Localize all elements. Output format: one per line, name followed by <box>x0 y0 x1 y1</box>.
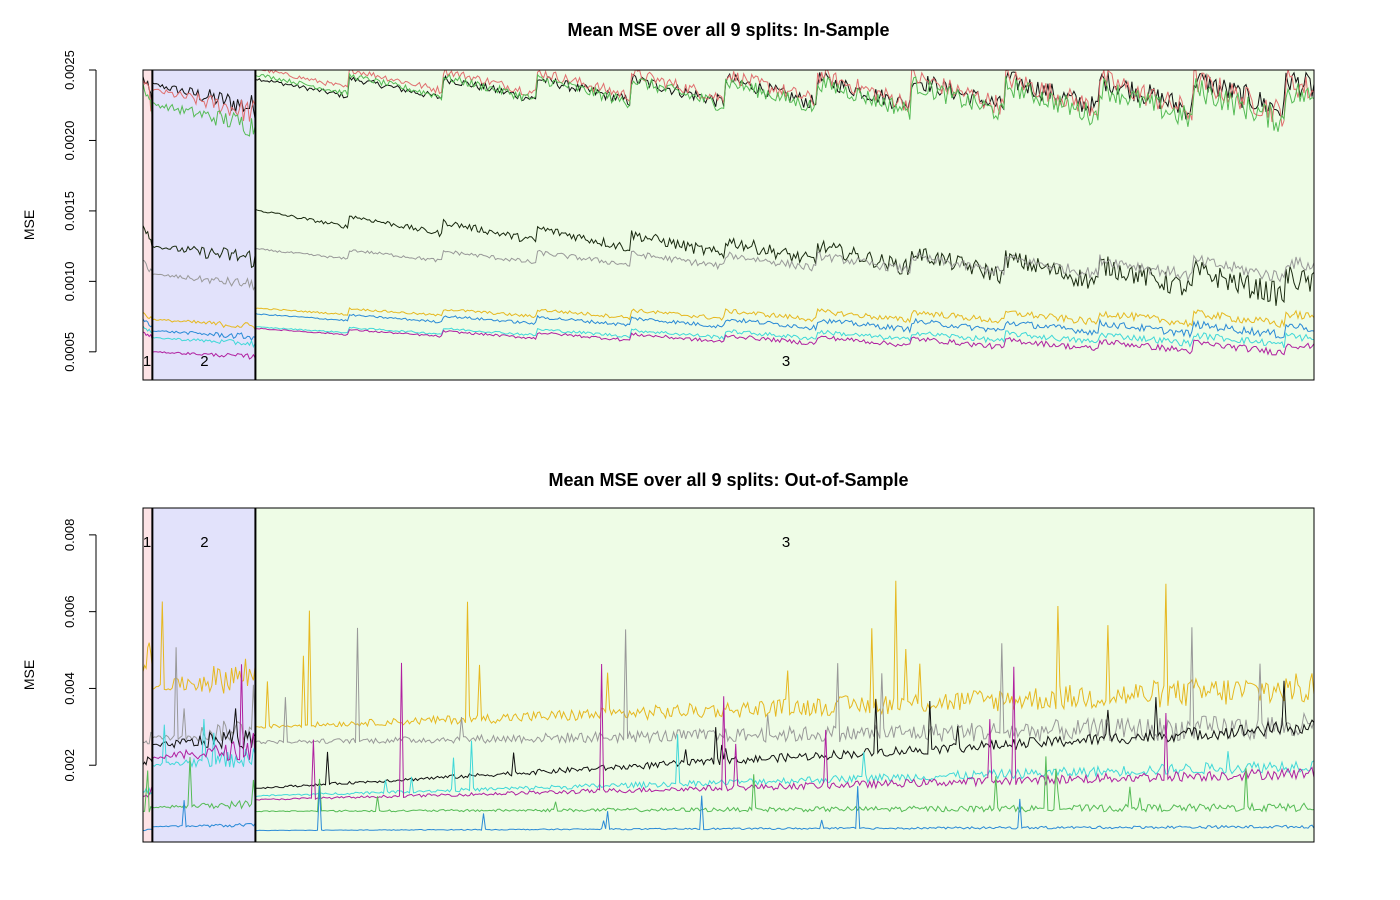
zone-background-3 <box>255 70 1314 380</box>
zone-label-3: 3 <box>782 353 790 370</box>
out-of-sample-panel: 1 2 3 0.002 0.004 0.006 0.008 MSE Mean MSE over … <box>21 470 1315 843</box>
series-line-2-zone-3 <box>257 70 1314 127</box>
series-line-5-zone-3 <box>255 248 1314 283</box>
zone-label-1: 1 <box>143 534 151 551</box>
plot-frame <box>142 507 1315 843</box>
series-line-3-zone-3 <box>255 680 1314 790</box>
y-tick-label: 0.0025 <box>62 50 77 90</box>
y-axis-label: MSE <box>21 210 37 240</box>
series-line-3-zone-1 <box>143 83 153 120</box>
series-line-6-zone-2 <box>152 318 256 331</box>
series-line-8-zone-1 <box>143 325 153 334</box>
series-line-8-zone-2 <box>152 336 256 349</box>
series-line-4-zone-2 <box>152 245 256 269</box>
zone-label-1: 1 <box>143 353 151 370</box>
y-tick-label: 0.0010 <box>62 261 77 301</box>
series-line-8-zone-3 <box>255 326 1314 349</box>
series-line-2-zone-1 <box>143 731 153 745</box>
series-line-5-zone-2 <box>152 273 256 291</box>
series-line-6-zone-2 <box>152 757 256 810</box>
series-line-1-zone-1 <box>143 642 153 672</box>
y-tick-label: 0.006 <box>62 595 77 628</box>
series-line-7-zone-2 <box>152 330 256 341</box>
series-line-9-zone-3 <box>255 327 1314 356</box>
series-line-9-zone-2 <box>152 351 256 360</box>
zone-label-3: 3 <box>782 534 790 551</box>
series-line-4-zone-2 <box>152 718 256 769</box>
series-line-3-zone-1 <box>143 756 153 766</box>
chart-title: Mean MSE over all 9 splits: In-Sample <box>567 20 889 40</box>
series-line-7-zone-3 <box>255 312 1314 339</box>
y-tick-label: 0.008 <box>62 519 77 552</box>
series-line-6-zone-3 <box>255 756 1314 814</box>
series-line-7-zone-1 <box>143 318 153 328</box>
zone-background-3 <box>255 508 1314 842</box>
zone-label-2: 2 <box>200 353 208 370</box>
series-line-6-zone-1 <box>143 311 153 320</box>
series-line-4-zone-3 <box>255 734 1314 798</box>
series-line-2-zone-2 <box>152 647 256 742</box>
series-line-5-zone-1 <box>143 259 153 273</box>
series-line-1-zone-2 <box>152 82 256 121</box>
zone-background-2 <box>152 70 256 380</box>
series-line-5-zone-1 <box>143 785 153 798</box>
series-line-3-zone-2 <box>152 708 256 751</box>
series-line-4-zone-1 <box>143 225 153 250</box>
y-tick-label: 0.0020 <box>62 121 77 161</box>
series-line-7-zone-3 <box>255 785 1314 832</box>
series-line-6-zone-1 <box>143 770 153 813</box>
series-line-4-zone-3 <box>255 208 1314 306</box>
y-tick-label: 0.0015 <box>62 191 77 231</box>
y-axis-label: MSE <box>21 660 37 690</box>
y-tick-label: 0.0005 <box>62 332 77 372</box>
chart-title: Mean MSE over all 9 splits: Out-of-Sampl… <box>548 470 908 490</box>
series-line-1-zone-1 <box>143 76 153 111</box>
series-line-1-zone-3 <box>255 580 1314 729</box>
plot-frame <box>142 69 1315 381</box>
series-line-2-zone-2 <box>152 88 256 122</box>
y-tick-label: 0.002 <box>62 749 77 782</box>
series-line-9-zone-1 <box>143 331 153 340</box>
series-line-2-zone-3 <box>255 627 1314 745</box>
series-line-6-zone-3 <box>255 307 1314 328</box>
in-sample-panel: 1 2 3 0.0005 0.0010 0.0015 0.0020 0.0025 MSE Mean… <box>21 20 1315 381</box>
series-line-5-zone-3 <box>255 662 1314 801</box>
zone-background-1 <box>143 70 153 380</box>
series-line-4-zone-1 <box>143 787 153 795</box>
series-group <box>143 70 1314 360</box>
series-line-7-zone-1 <box>143 828 153 832</box>
zone-background-1 <box>143 508 153 842</box>
y-tick-label: 0.004 <box>62 672 77 705</box>
series-line-1-zone-2 <box>152 601 256 694</box>
series-line-2-zone-1 <box>143 79 153 112</box>
series-line-3-zone-2 <box>152 102 256 137</box>
zone-label-2: 2 <box>200 534 208 551</box>
series-group <box>143 580 1314 832</box>
series-line-3-zone-3 <box>255 72 1314 132</box>
series-line-5-zone-2 <box>152 664 256 762</box>
series-line-7-zone-2 <box>152 800 256 828</box>
